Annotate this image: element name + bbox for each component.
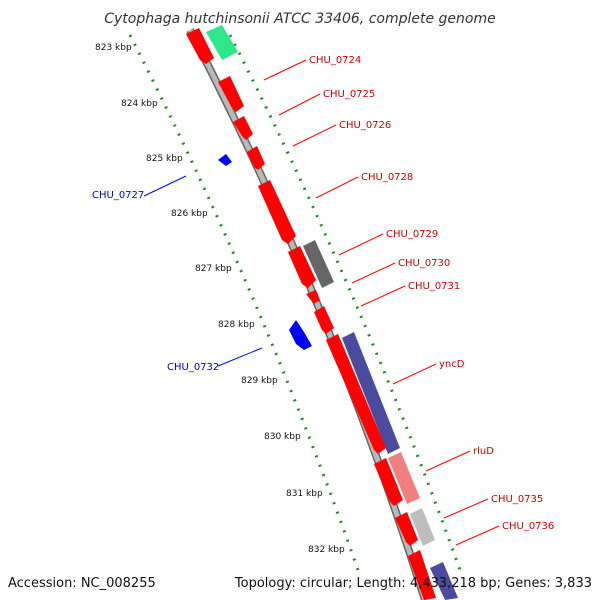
- outer-tick-track: [228, 34, 462, 571]
- gene-forward[interactable]: [374, 458, 403, 506]
- map-title: Cytophaga hutchinsonii ATCC 33406, compl…: [104, 11, 495, 27]
- gene-label-CHU_0727[interactable]: CHU_0727: [92, 190, 144, 201]
- inner-tick-track: [128, 34, 360, 571]
- gene-label-CHU_0724[interactable]: CHU_0724: [309, 55, 361, 66]
- gene-forward[interactable]: [218, 76, 244, 112]
- label-group-reverse: CHU_0727 CHU_0732: [92, 175, 263, 373]
- gene-label-CHU_0735[interactable]: CHU_0735: [491, 494, 543, 505]
- feature-block: [206, 25, 238, 60]
- accession-text: Accession: NC_008255: [8, 576, 156, 591]
- tick-label: 831 kbp: [286, 489, 323, 499]
- gene-label-CHU_0729[interactable]: CHU_0729: [386, 229, 438, 240]
- gene-label-CHU_0730[interactable]: CHU_0730: [398, 258, 450, 269]
- backbone-shadow: [186, 28, 429, 600]
- gene-forward[interactable]: [258, 180, 296, 244]
- gene-forward[interactable]: [408, 550, 436, 600]
- gene-label-CHU_0726[interactable]: CHU_0726: [339, 120, 391, 131]
- tick-label: 825 kbp: [146, 154, 183, 164]
- feature-block: [410, 508, 435, 546]
- gene-forward[interactable]: [247, 146, 265, 170]
- feature-block: [430, 562, 458, 600]
- tick-label: 827 kbp: [195, 264, 232, 274]
- tick-label: 832 kbp: [308, 545, 345, 555]
- tick-label: 823 kbp: [95, 43, 132, 53]
- gene-label-CHU_0732[interactable]: CHU_0732: [167, 362, 219, 373]
- tick-label: 824 kbp: [121, 99, 158, 109]
- tick-label: 826 kbp: [171, 209, 208, 219]
- gene-forward[interactable]: [326, 334, 386, 454]
- gene-forward[interactable]: [306, 290, 320, 304]
- gene-label-CHU_0728[interactable]: CHU_0728: [361, 172, 413, 183]
- feature-block: [388, 452, 420, 504]
- backbone: [187, 28, 428, 600]
- gene-label-CHU_0736[interactable]: CHU_0736: [502, 521, 554, 532]
- tick-label: 829 kbp: [241, 376, 278, 386]
- gene-forward[interactable]: [395, 512, 418, 546]
- topology-text: Topology: circular; Length: 4,433,218 bp…: [234, 576, 592, 591]
- gene-forward[interactable]: [186, 28, 214, 64]
- gene-label-CHU_0731[interactable]: CHU_0731: [408, 281, 460, 292]
- gene-forward[interactable]: [233, 116, 253, 140]
- label-group-forward: CHU_0724 CHU_0725 CHU_0726 CHU_0728 CHU_…: [263, 55, 554, 546]
- tick-label: 828 kbp: [218, 320, 255, 330]
- tick-label: 830 kbp: [264, 432, 301, 442]
- gene-reverse[interactable]: [218, 154, 232, 166]
- gene-forward[interactable]: [288, 246, 316, 288]
- gene-reverse[interactable]: [289, 320, 312, 350]
- gene-label-yncD[interactable]: yncD: [439, 359, 465, 370]
- gene-label-rluD[interactable]: rluD: [473, 446, 494, 457]
- feature-block: [342, 332, 400, 454]
- feature-block: [303, 240, 334, 288]
- gene-forward[interactable]: [314, 306, 334, 334]
- gene-label-CHU_0725[interactable]: CHU_0725: [323, 89, 375, 100]
